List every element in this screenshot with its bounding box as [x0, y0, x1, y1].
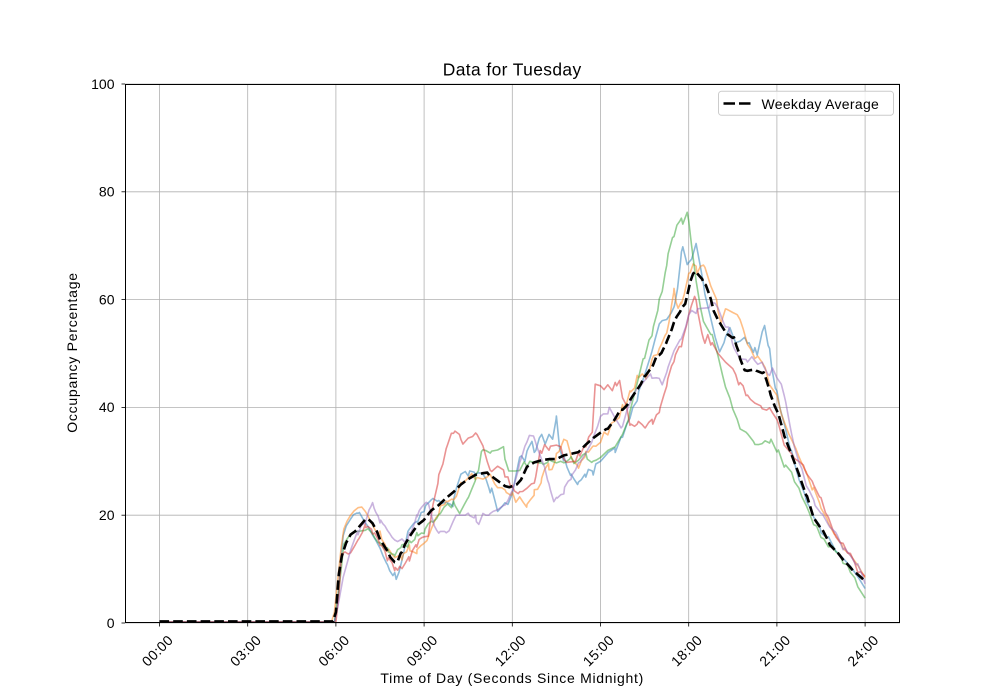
- svg-text:Occupancy Percentage: Occupancy Percentage: [64, 272, 80, 433]
- svg-text:60: 60: [99, 291, 115, 307]
- svg-text:100: 100: [91, 76, 115, 92]
- svg-text:0: 0: [107, 615, 115, 631]
- svg-text:80: 80: [99, 184, 115, 200]
- svg-text:40: 40: [99, 399, 115, 415]
- svg-text:Data for Tuesday: Data for Tuesday: [443, 60, 582, 80]
- svg-text:Time of Day (Seconds Since Mid: Time of Day (Seconds Since Midnight): [380, 670, 644, 686]
- svg-text:Weekday Average: Weekday Average: [762, 96, 880, 112]
- svg-text:20: 20: [99, 507, 115, 523]
